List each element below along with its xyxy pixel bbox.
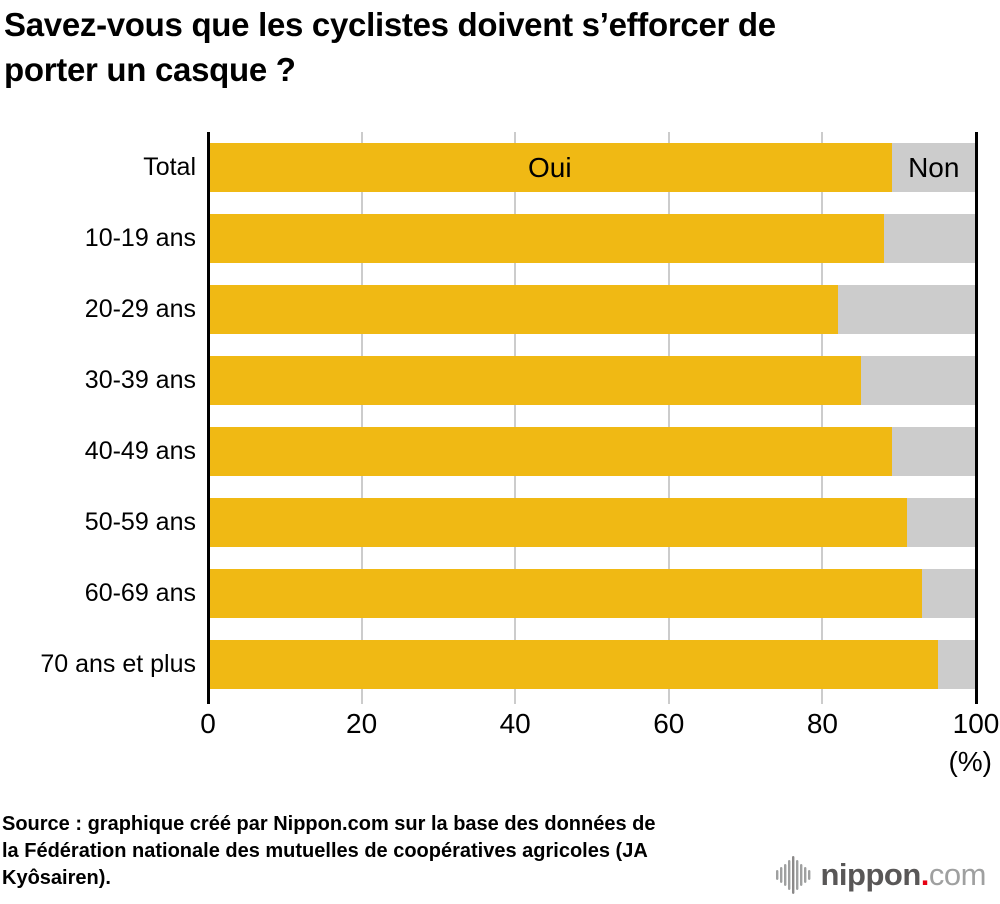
- nippon-logo: nippon.com: [775, 854, 987, 896]
- category-label-0: Total: [143, 153, 196, 181]
- category-label-1: 10-19 ans: [84, 224, 196, 252]
- bar-segment-non: [883, 214, 976, 263]
- bar-segment-oui: [208, 285, 838, 334]
- plot-area: Oui Non: [206, 132, 978, 704]
- source-line3: Kyôsairen).: [2, 867, 111, 889]
- series-label-non: Non: [908, 152, 960, 183]
- chart-title-line2: porter un casque ?: [4, 51, 296, 88]
- gridline-20: [360, 132, 363, 704]
- bar-row-5: [208, 498, 976, 547]
- bar-segment-oui: [208, 356, 861, 405]
- category-label-7: 70 ans et plus: [40, 650, 196, 678]
- chart-title-line1: Savez-vous que les cyclistes doivent s’e…: [4, 6, 776, 43]
- bar-segment-non: Non: [891, 143, 976, 192]
- logo-domain: com: [928, 857, 987, 892]
- bar-segment-non: [922, 569, 976, 618]
- bar-segment-oui: [208, 214, 884, 263]
- soundwave-icon: [775, 856, 810, 894]
- bar-segment-oui: [208, 569, 923, 618]
- y-axis-line: [206, 132, 210, 704]
- bar-row-6: [208, 569, 976, 618]
- bar-row-2: [208, 285, 976, 334]
- bar-row-7: [208, 640, 976, 689]
- gridline-60: [667, 132, 670, 704]
- x-tick-label-60: 60: [653, 708, 685, 739]
- x-tick-label-100: 100: [952, 708, 1000, 739]
- bar-row-0: Oui Non: [208, 143, 976, 192]
- bar-segment-non: [937, 640, 976, 689]
- category-label-6: 60-69 ans: [84, 579, 196, 607]
- bar-row-4: [208, 427, 976, 476]
- chart-title: Savez-vous que les cyclistes doivent s’e…: [4, 2, 984, 92]
- logo-dot: .: [920, 857, 930, 892]
- source-line2: la Fédération nationale des mutuelles de…: [2, 840, 648, 862]
- bar-segment-oui: [208, 427, 892, 476]
- x-tick-label-40: 40: [499, 708, 531, 739]
- bar-segment-non: [837, 285, 976, 334]
- logo-name: nippon: [820, 857, 922, 892]
- x-axis-unit-label: (%): [948, 746, 992, 777]
- bar-segment-oui: [208, 640, 938, 689]
- gridline-40: [514, 132, 517, 704]
- category-label-2: 20-29 ans: [84, 295, 196, 323]
- x-tick-label-0: 0: [200, 708, 216, 739]
- gridline-80: [821, 132, 824, 704]
- source-note: Source : graphique créé par Nippon.com s…: [2, 811, 802, 892]
- x-tick-label-20: 20: [346, 708, 378, 739]
- bar-segment-oui: [208, 498, 907, 547]
- right-boundary-line: [974, 132, 978, 704]
- bar-segment-non: [906, 498, 976, 547]
- bar-segment-non: [891, 427, 976, 476]
- x-tick-label-80: 80: [806, 708, 838, 739]
- nippon-logo-text: nippon.com: [821, 857, 987, 893]
- bar-segment-non: [860, 356, 976, 405]
- category-label-4: 40-49 ans: [84, 437, 196, 465]
- series-label-oui: Oui: [527, 152, 572, 183]
- category-label-5: 50-59 ans: [84, 508, 196, 536]
- bar-row-1: [208, 214, 976, 263]
- bar-segment-oui: Oui: [208, 143, 892, 192]
- bar-row-3: [208, 356, 976, 405]
- category-label-3: 30-39 ans: [84, 366, 196, 394]
- source-line1: Source : graphique créé par Nippon.com s…: [2, 813, 656, 835]
